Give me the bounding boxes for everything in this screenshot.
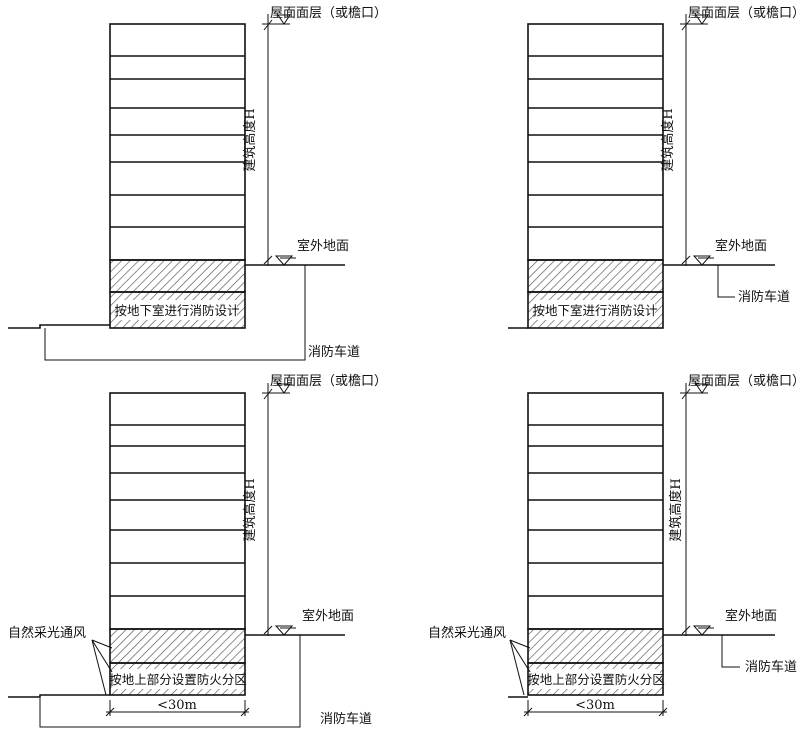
side-label: 自然采光通风 [428, 625, 506, 641]
building-floors [527, 23, 664, 261]
height-dimension: 屋面面层（或檐口） 建筑高度H [242, 6, 387, 266]
ground-label: 室外地面 [302, 608, 354, 624]
height-dimension: 屋面面层（或檐口） 建筑高度H [660, 6, 800, 266]
width-dimension: <30m [523, 698, 668, 717]
basement-label: 按地下室进行消防设计 [114, 303, 239, 318]
basement-label: 按地上部分设置防火分区 [527, 672, 665, 687]
roof-label: 屋面面层（或檐口） [270, 374, 387, 389]
ground-label: 室外地面 [725, 608, 777, 624]
height-label: 建筑高度H [668, 478, 684, 541]
building-floors [109, 392, 246, 630]
height-label: 建筑高度H [242, 478, 258, 541]
height-dimension: 屋面面层（或檐口） 建筑高度H [668, 374, 800, 636]
basement-label: 按地下室进行消防设计 [532, 303, 657, 318]
panel-bottom-right: 按地上部分设置防火分区 自然采光通风 <30m 室外地面 消防车道 [428, 374, 800, 717]
basement-label: 按地上部分设置防火分区 [109, 672, 247, 687]
road-label: 消防车道 [308, 344, 360, 360]
roof-label: 屋面面层（或檐口） [688, 6, 800, 21]
building-floors [527, 392, 664, 630]
semi-basement: 按地上部分设置防火分区 [527, 628, 665, 696]
ground-label: 室外地面 [715, 238, 767, 254]
height-label: 建筑高度H [660, 108, 676, 171]
road-label: 消防车道 [745, 659, 797, 675]
semi-basement: 按地下室进行消防设计 [109, 259, 246, 329]
width-dimension: <30m [105, 698, 250, 717]
roof-label: 屋面面层（或檐口） [688, 374, 800, 389]
panel-top-right: 按地下室进行消防设计 室外地面 消防车道 屋面面层（或檐口） 建筑高度H [508, 6, 800, 329]
ground-and-road: 室外地面 消防车道 [8, 608, 372, 728]
ground-and-road: 室外地面 消防车道 [508, 238, 790, 329]
semi-basement: 按地下室进行消防设计 [527, 259, 664, 329]
panel-top-left: 按地下室进行消防设计 室外地面 消防车道 屋面面层（或檐口） 建筑高度H [8, 6, 387, 361]
side-label: 自然采光通风 [8, 625, 86, 641]
building-floors [109, 23, 246, 261]
width-label: <30m [157, 698, 197, 713]
road-label: 消防车道 [738, 289, 790, 305]
height-label: 建筑高度H [242, 108, 258, 171]
ground-label: 室外地面 [297, 238, 349, 254]
panel-bottom-left: 按地上部分设置防火分区 自然采光通风 <30m 室外地面 消防车道 [8, 374, 387, 728]
side-annotation: 自然采光通风 [428, 625, 531, 696]
width-label: <30m [575, 698, 615, 713]
ground-and-road: 室外地面 消防车道 [508, 608, 797, 698]
side-annotation: 自然采光通风 [8, 625, 113, 696]
height-dimension: 屋面面层（或檐口） 建筑高度H [242, 374, 387, 636]
roof-label: 屋面面层（或檐口） [270, 6, 387, 21]
road-label: 消防车道 [320, 711, 372, 727]
ground-and-road: 室外地面 消防车道 [8, 238, 360, 361]
semi-basement: 按地上部分设置防火分区 [109, 628, 247, 696]
